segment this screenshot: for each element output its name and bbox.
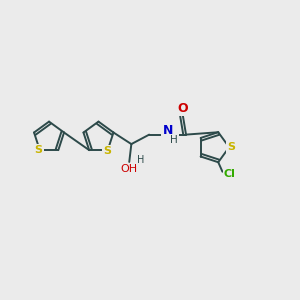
Text: N: N [163,124,173,137]
Text: S: S [227,142,235,152]
Text: H: H [137,155,145,165]
Text: S: S [104,146,112,156]
Text: Cl: Cl [224,169,236,179]
Text: H: H [169,135,177,145]
Text: S: S [35,145,43,155]
Text: O: O [178,102,188,115]
Text: OH: OH [121,164,138,174]
